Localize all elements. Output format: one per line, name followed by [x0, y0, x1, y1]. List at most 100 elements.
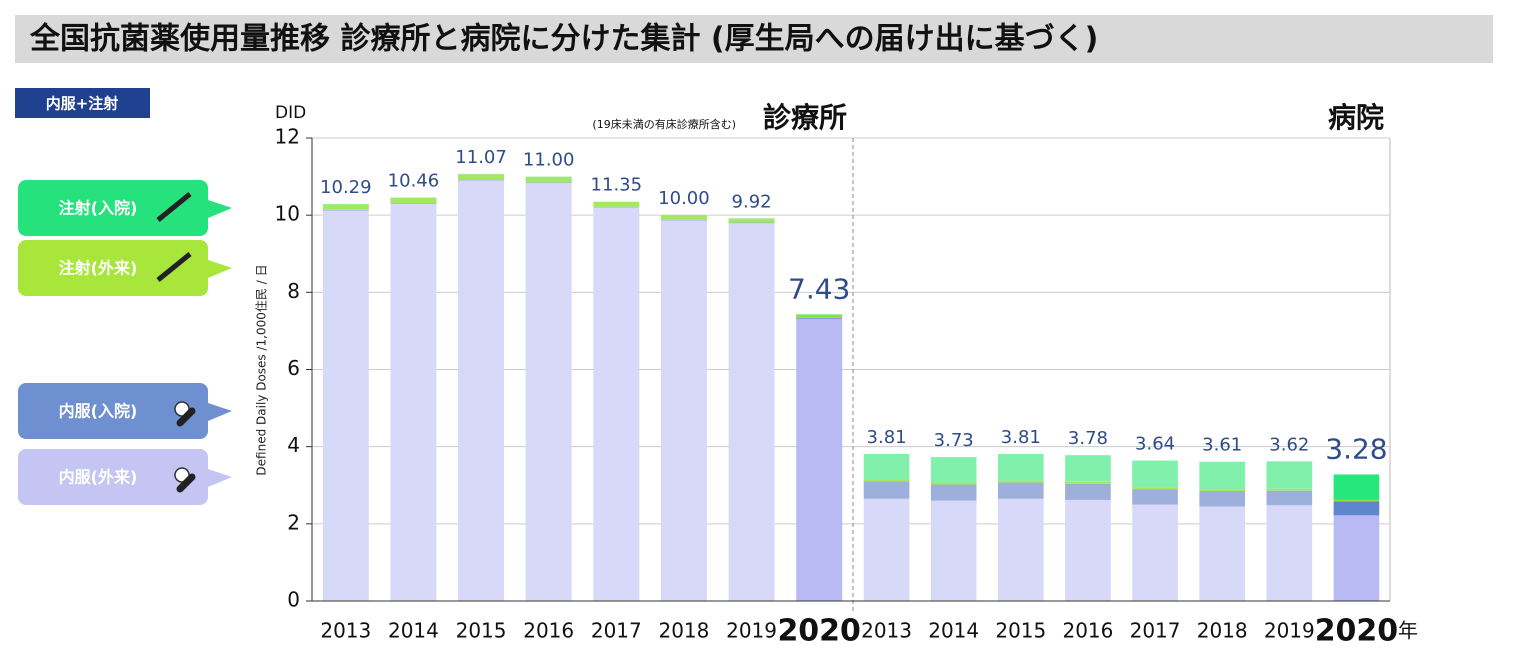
- bar-segment: [1199, 491, 1245, 506]
- x-tick-label: 2020: [1315, 614, 1399, 649]
- panel-title: 診療所: [763, 101, 847, 134]
- total-label: 10.29: [320, 177, 372, 198]
- total-label: 3.28: [1325, 432, 1387, 465]
- x-tick-label: 2017: [1130, 619, 1181, 643]
- bar-segment: [458, 180, 504, 181]
- bar-segment: [323, 210, 369, 211]
- bar-segment: [593, 207, 639, 601]
- bar-segment: [1065, 455, 1111, 482]
- y-tick-label: 2: [287, 510, 300, 534]
- total-label: 10.00: [658, 188, 710, 209]
- bar-segment: [729, 219, 775, 223]
- y-tick-label: 12: [275, 125, 300, 149]
- bar-segment: [390, 203, 436, 204]
- bar-segment: [661, 220, 707, 221]
- total-label: 3.61: [1202, 435, 1242, 456]
- bar-segment: [931, 501, 977, 601]
- x-tick-label: 2018: [1197, 619, 1248, 643]
- x-tick-label: 2015: [456, 619, 507, 643]
- bar-segment: [796, 315, 842, 318]
- total-label: 3.78: [1068, 428, 1108, 449]
- y-tick-label: 6: [287, 356, 300, 380]
- bar-segment: [931, 483, 977, 485]
- y-unit: DID: [275, 103, 306, 123]
- bar-segment: [390, 198, 436, 203]
- total-label: 3.81: [1001, 427, 1041, 448]
- bar-segment: [526, 182, 572, 183]
- total-label: 3.64: [1135, 434, 1175, 455]
- bar-segment: [593, 202, 639, 207]
- total-label: 9.92: [732, 191, 772, 212]
- legend-pointer: [208, 260, 232, 278]
- bar-segment: [661, 221, 707, 601]
- bar-segment: [1334, 501, 1380, 515]
- bar-segment: [593, 207, 639, 208]
- bar-segment: [998, 483, 1044, 499]
- chart-title: 全国抗菌薬使用量推移 診療所と病院に分けた集計 (厚生局への届け出に基づく): [29, 22, 1098, 57]
- bar-segment: [1266, 461, 1312, 488]
- bar-segment: [864, 454, 910, 479]
- bar-segment: [526, 177, 572, 182]
- bar-segment: [864, 499, 910, 601]
- x-tick-label: 2017: [591, 619, 642, 643]
- y-axis-label: Defined Daily Doses /1,000住民 / 日: [255, 264, 269, 475]
- bar-segment: [1065, 484, 1111, 500]
- bar-segment: [526, 183, 572, 601]
- bar-segment: [390, 204, 436, 601]
- bar-segment: [661, 216, 707, 220]
- bar-segment: [1334, 515, 1380, 601]
- badge: 内服+注射: [46, 95, 119, 113]
- bar-segment: [1132, 487, 1178, 489]
- bar-segment: [1065, 482, 1111, 484]
- bar-segment: [323, 211, 369, 601]
- bar-segment: [458, 180, 504, 601]
- y-tick-label: 4: [287, 433, 300, 457]
- total-label: 11.35: [591, 175, 643, 196]
- bar-segment: [1132, 461, 1178, 488]
- bar-segment: [1199, 489, 1245, 491]
- legend-pointer: [208, 200, 232, 218]
- total-label: 11.00: [523, 150, 575, 171]
- legend-pointer: [208, 469, 232, 487]
- x-tick-label: 2013: [320, 619, 371, 643]
- y-tick-label: 0: [287, 588, 300, 612]
- bar-segment: [1334, 500, 1380, 502]
- legend-label: 内服(入院): [59, 402, 138, 421]
- bar-segment: [864, 479, 910, 481]
- bar-segment: [729, 223, 775, 601]
- y-tick-label: 8: [287, 279, 300, 303]
- bar-segment: [931, 457, 977, 482]
- bar-segment: [796, 319, 842, 601]
- y-tick-label: 10: [275, 202, 300, 226]
- total-label: 3.62: [1269, 434, 1309, 455]
- x-tick-label: 2015: [995, 619, 1046, 643]
- panel-title: 病院: [1328, 101, 1384, 134]
- x-tick-label: 2019: [1264, 619, 1315, 643]
- legend-label: 内服(外来): [59, 468, 138, 487]
- x-tick-label: 2014: [928, 619, 979, 643]
- bar-segment: [998, 454, 1044, 481]
- bar-segment: [796, 318, 842, 319]
- bar-segment: [1065, 500, 1111, 601]
- bar-segment: [1334, 474, 1380, 499]
- bar-segment: [1132, 489, 1178, 504]
- legend-label: 注射(入院): [59, 199, 138, 218]
- x-tick-label: 2018: [658, 619, 709, 643]
- bar-segment: [1132, 505, 1178, 601]
- bar-segment: [1199, 462, 1245, 489]
- x-tick-label: 2019: [726, 619, 777, 643]
- bar-segment: [1199, 506, 1245, 601]
- x-tick-label: 2020: [777, 614, 861, 649]
- bar-segment: [323, 204, 369, 209]
- bar-segment: [931, 484, 977, 500]
- total-label: 10.46: [388, 170, 440, 191]
- bar-segment: [1266, 505, 1312, 601]
- total-label: 3.81: [867, 427, 907, 448]
- x-tick-label: 2014: [388, 619, 439, 643]
- total-label: 3.73: [934, 430, 974, 451]
- x-tick-label: 2016: [523, 619, 574, 643]
- bar-segment: [998, 481, 1044, 483]
- legend-pointer: [208, 403, 232, 421]
